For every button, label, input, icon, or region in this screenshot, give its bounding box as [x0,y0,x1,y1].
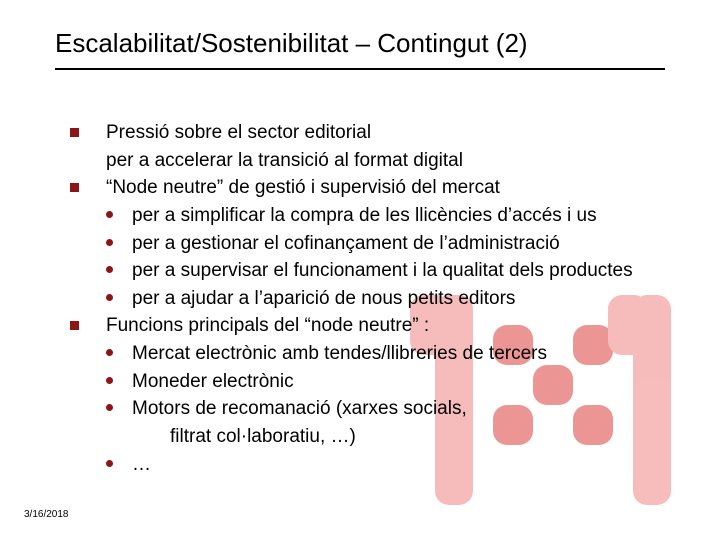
list-text: Funcions principals del “node neutre” : [106,315,429,336]
dot-bullet-icon [106,211,113,218]
list-item-continuation: per a accelerar la transició al format d… [70,148,670,174]
list-text: filtrat col·laboratiu, …) [170,426,356,447]
list-text: … [132,454,151,475]
list-subitem: Motors de recomanació (xarxes socials, [70,396,670,422]
bullet-list: Pressió sobre el sector editorial per a … [70,120,670,479]
list-subitem-continuation: filtrat col·laboratiu, …) [70,424,670,450]
slide-date: 3/16/2018 [24,509,69,520]
square-bullet-icon [70,183,79,192]
list-text: Moneder electrònic [132,371,294,392]
dot-bullet-icon [106,294,113,301]
slide-title: Escalabilitat/Sostenibilitat – Contingut… [55,28,528,59]
dot-bullet-icon [106,239,113,246]
list-text: per a supervisar el funcionament i la qu… [132,260,633,281]
list-subitem: per a simplificar la compra de les llicè… [70,203,670,229]
list-subitem: per a ajudar a l’aparició de nous petits… [70,286,670,312]
list-text: per a simplificar la compra de les llicè… [132,205,597,226]
list-text: per a ajudar a l’aparició de nous petits… [132,288,515,309]
dot-bullet-icon [106,377,113,384]
list-text: Mercat electrònic amb tendes/llibreries … [132,343,547,364]
slide: Escalabilitat/Sostenibilitat – Contingut… [0,0,720,540]
list-subitem: … [70,452,670,478]
list-text: per a accelerar la transició al format d… [106,150,463,171]
list-subitem: per a supervisar el funcionament i la qu… [70,258,670,284]
list-text: Pressió sobre el sector editorial [106,122,371,143]
list-text: Motors de recomanació (xarxes socials, [132,398,467,419]
dot-bullet-icon [106,460,113,467]
list-text: per a gestionar el cofinançament de l’ad… [132,233,560,254]
dot-bullet-icon [106,349,113,356]
list-subitem: Moneder electrònic [70,369,670,395]
dot-bullet-icon [106,404,113,411]
list-item: Funcions principals del “node neutre” : [70,313,670,339]
dot-bullet-icon [106,266,113,273]
list-item: Pressió sobre el sector editorial [70,120,670,146]
list-text: “Node neutre” de gestió i supervisió del… [106,177,500,198]
title-underline [55,68,665,70]
list-subitem: per a gestionar el cofinançament de l’ad… [70,231,670,257]
square-bullet-icon [70,321,79,330]
square-bullet-icon [70,128,79,137]
list-subitem: Mercat electrònic amb tendes/llibreries … [70,341,670,367]
list-item: “Node neutre” de gestió i supervisió del… [70,175,670,201]
